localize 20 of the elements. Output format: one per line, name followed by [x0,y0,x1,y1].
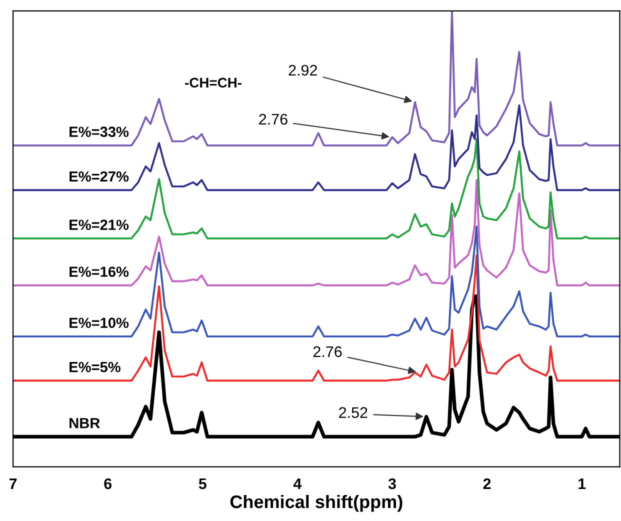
x-tick-label: 4 [293,478,302,489]
x-tick-label: 1 [578,478,586,489]
x-tick-label: 7 [9,478,17,489]
annotation: 2.76 [313,346,342,358]
series-label: E%=21% [70,220,129,230]
annotation: 2.92 [288,64,318,76]
series-label: NBR [70,418,100,428]
annotation: 2.76 [259,114,288,125]
x-axis-title: Chemical shift(ppm) [230,494,402,512]
series-label: E%=16% [70,266,129,277]
series-label: E%=27% [70,171,129,182]
series-label: E%=5% [70,362,120,372]
annotation: 2.52 [339,407,368,418]
x-tick-label: 3 [388,478,396,490]
series-label: E%=10% [70,318,129,328]
x-tick-label: 5 [198,478,206,490]
series-label: E%=33% [70,126,129,138]
x-tick-label: 2 [483,478,491,489]
x-tick-label: 6 [104,478,112,490]
annotation: -CH=CH- [185,78,242,88]
